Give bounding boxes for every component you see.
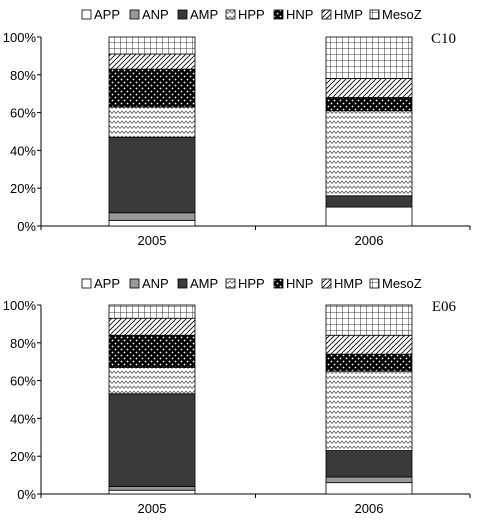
chart-e06: APP ANP AMP HPP HNP HMP MesoZ E06 0% 20% 40% 60% 80%… <box>3 276 471 516</box>
legend-swatch-app <box>81 9 92 20</box>
bar-stack-2005 <box>108 304 196 495</box>
legend-swatch-hmp <box>321 9 332 20</box>
bar-segment-hpp <box>325 370 413 451</box>
y-tick-label: 40% <box>10 143 36 158</box>
bar-segment-hpp <box>108 366 196 395</box>
legend-swatch-hnp <box>273 9 284 20</box>
bar-segment-app <box>108 489 196 495</box>
bar-segment-mesoz <box>108 304 196 319</box>
legend-label: MesoZ <box>382 7 422 22</box>
legend-label: HPP <box>238 7 265 22</box>
y-tick-label: 20% <box>10 449 36 464</box>
panel-label: C10 <box>431 31 456 47</box>
chart-c10: APP ANP AMP HPP HNP HMP MesoZ C10 0% 20% 40% 60% 80%… <box>3 7 471 248</box>
bar-segment-hpp <box>325 110 413 197</box>
legend: APP ANP AMP HPP HNP HMP MesoZ <box>81 7 422 22</box>
y-tick-label: 60% <box>10 374 36 389</box>
bar-segment-anp <box>108 486 196 491</box>
x-tick-label: 2006 <box>355 233 384 248</box>
bar-segment-amp <box>108 136 196 214</box>
legend-label: ANP <box>142 276 169 291</box>
legend-label: MesoZ <box>382 276 422 291</box>
legend-swatch-mesoz <box>369 9 380 20</box>
legend-label: APP <box>94 276 120 291</box>
x-tick-label: 2005 <box>138 501 167 516</box>
y-tick-label: 20% <box>10 181 36 196</box>
bar-segment-hnp <box>108 68 196 108</box>
legend: APP ANP AMP HPP HNP HMP MesoZ <box>81 276 422 291</box>
bar-segment-mesoz <box>325 304 413 336</box>
bar-segment-app <box>108 219 196 227</box>
y-tick-label: 60% <box>10 106 36 121</box>
legend-swatch-amp <box>177 9 188 20</box>
legend-swatch-anp <box>129 278 140 289</box>
y-tick-label: 100% <box>3 298 37 313</box>
bar-segment-hmp <box>108 53 196 70</box>
bar-segment-hnp <box>325 353 413 372</box>
bar-segment-mesoz <box>108 36 196 55</box>
legend-label: AMP <box>190 276 218 291</box>
legend-swatch-hmp <box>321 278 332 289</box>
bar-segment-mesoz <box>325 36 413 79</box>
bar-segment-hmp <box>108 317 196 336</box>
x-tick-label: 2005 <box>138 233 167 248</box>
legend-swatch-amp <box>177 278 188 289</box>
bar-segment-hnp <box>325 97 413 112</box>
bar-segment-anp <box>325 476 413 484</box>
bar-segment-hnp <box>108 334 196 368</box>
legend-label: ANP <box>142 7 169 22</box>
y-tick-label: 0% <box>17 219 36 234</box>
panel-label: E06 <box>432 299 457 315</box>
legend-label: HNP <box>286 276 313 291</box>
bar-segment-app <box>325 482 413 495</box>
legend-swatch-hpp <box>225 9 236 20</box>
legend-label: APP <box>94 7 120 22</box>
bar-segment-app <box>325 206 413 227</box>
y-tick-label: 80% <box>10 336 36 351</box>
legend-label: HPP <box>238 276 265 291</box>
legend-swatch-app <box>81 278 92 289</box>
bar-segment-hmp <box>325 78 413 98</box>
legend-swatch-hpp <box>225 278 236 289</box>
bar-stack-2005 <box>108 36 196 227</box>
bar-segment-amp <box>325 450 413 478</box>
bar-stack-2006 <box>325 304 413 495</box>
y-tick-label: 100% <box>3 30 37 45</box>
legend-swatch-mesoz <box>369 278 380 289</box>
y-tick-label: 40% <box>10 411 36 426</box>
bar-stack-2006 <box>325 36 413 227</box>
legend-swatch-hnp <box>273 278 284 289</box>
bar-segment-hmp <box>325 334 413 355</box>
bar-segment-amp <box>108 393 196 487</box>
legend-swatch-anp <box>129 9 140 20</box>
bar-segment-amp <box>325 195 413 208</box>
x-tick-label: 2006 <box>355 501 384 516</box>
y-tick-label: 0% <box>17 487 36 502</box>
y-tick-label: 80% <box>10 68 36 83</box>
legend-label: HMP <box>334 7 363 22</box>
legend-label: HMP <box>334 276 363 291</box>
bar-segment-anp <box>108 212 196 221</box>
legend-label: HNP <box>286 7 313 22</box>
legend-label: AMP <box>190 7 218 22</box>
bar-segment-hpp <box>108 106 196 138</box>
